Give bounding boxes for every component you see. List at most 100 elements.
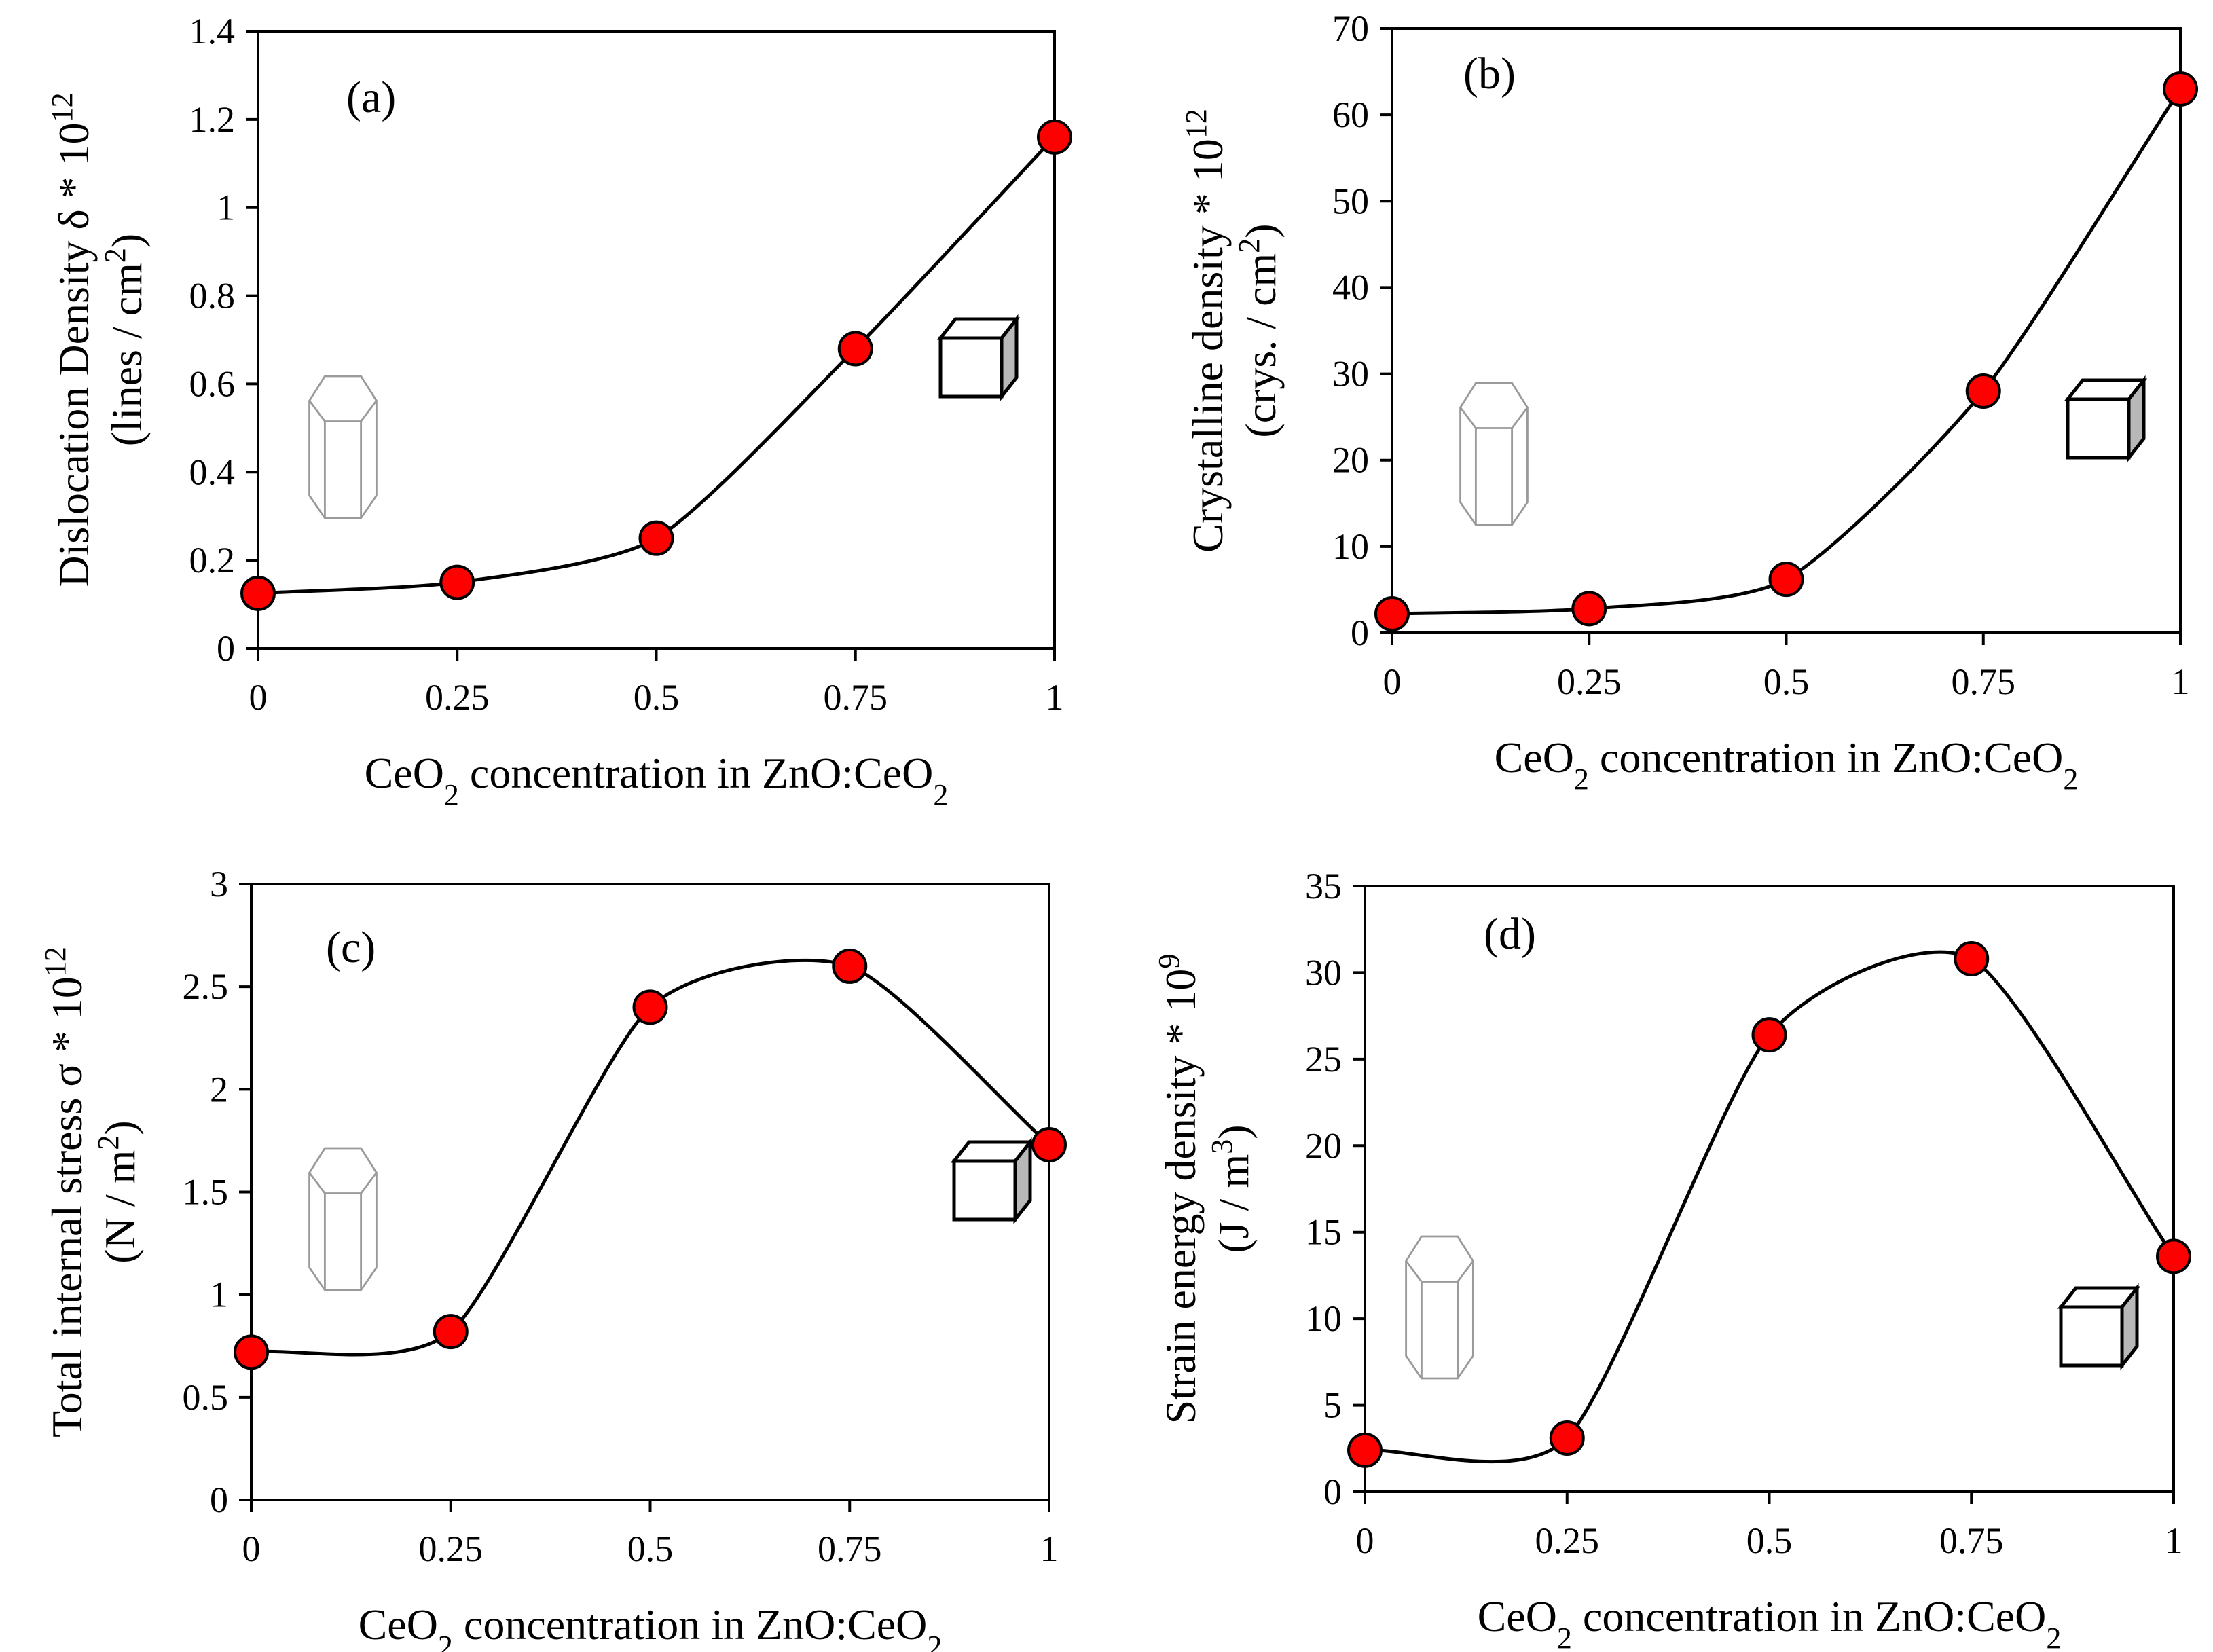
data-point-b-2 <box>1768 562 1804 598</box>
y-tick-label-a-6: 1.2 <box>189 99 236 140</box>
x-tick-label-b-1: 0.25 <box>1557 661 1622 702</box>
y-tick-label-d-1: 5 <box>1323 1385 1342 1426</box>
x-tick-label-b-2: 0.5 <box>1763 661 1810 702</box>
y-tick-label-b-2: 20 <box>1332 440 1369 481</box>
y-tick-label-a-2: 0.4 <box>189 452 236 492</box>
data-point-a-1 <box>439 564 475 600</box>
x-tick-label-d-2: 0.5 <box>1746 1520 1793 1561</box>
y-tick-label-d-2: 10 <box>1305 1298 1342 1339</box>
y-tick-label-d-0: 0 <box>1323 1471 1342 1512</box>
y-tick-label-d-6: 30 <box>1305 952 1342 993</box>
cube-icon-c <box>950 1137 1034 1225</box>
data-point-d-4 <box>2156 1238 2191 1274</box>
chart-svg-c: 0 0.5 1 1.5 2 2.5 3 0 0.25 0.5 0.75 1 CeO2 concentra… <box>39 864 1067 1652</box>
panel-label-c: (c) <box>326 923 376 972</box>
data-point-c-2 <box>632 989 668 1025</box>
data-point-b-1 <box>1571 591 1607 627</box>
hexagonal-prism-icon-b <box>1459 382 1529 526</box>
y-tick-label-d-5: 25 <box>1305 1039 1342 1080</box>
x-tick-label-a-1: 0.25 <box>425 677 490 718</box>
y-tick-label-c-4: 2 <box>210 1069 228 1109</box>
chart-panel-c: 0 0.5 1 1.5 2 2.5 3 0 0.25 0.5 0.75 1 CeO2 concentra… <box>0 826 1106 1652</box>
y-tick-label-b-0: 0 <box>1351 612 1369 653</box>
y-axis-unit-a: (lines / cm2) <box>98 234 151 446</box>
y-tick-label-a-5: 1 <box>217 187 235 228</box>
y-axis-title-a: Dislocation Density δ * 1012 <box>45 92 98 587</box>
y-tick-label-a-4: 0.8 <box>189 276 236 316</box>
y-tick-label-b-5: 50 <box>1332 181 1369 221</box>
y-tick-label-d-4: 20 <box>1305 1125 1342 1166</box>
data-point-d-1 <box>1549 1420 1585 1456</box>
x-tick-label-a-0: 0 <box>249 677 268 718</box>
data-point-b-0 <box>1374 596 1410 632</box>
x-tick-label-a-3: 0.75 <box>824 677 888 718</box>
y-tick-label-d-7: 35 <box>1305 866 1342 906</box>
y-tick-label-a-0: 0 <box>217 628 235 669</box>
data-point-b-4 <box>2163 71 2198 107</box>
cube-icon-a <box>936 314 1021 402</box>
hexagonal-prism-icon-a <box>308 375 378 519</box>
y-tick-label-b-3: 30 <box>1332 354 1369 394</box>
data-point-c-0 <box>234 1334 269 1370</box>
x-axis-title-d: CeO2 concentration in ZnO:CeO2 <box>1478 1592 2062 1652</box>
x-tick-label-d-3: 0.75 <box>1939 1520 2004 1561</box>
plot-frame-b <box>1391 27 2182 634</box>
hexagonal-prism-icon-c <box>308 1147 378 1291</box>
x-tick-label-a-2: 0.5 <box>634 677 680 718</box>
data-point-d-3 <box>1954 941 1990 977</box>
x-tick-label-d-1: 0.25 <box>1535 1520 1600 1561</box>
data-point-c-1 <box>433 1314 469 1350</box>
y-tick-label-b-4: 40 <box>1332 267 1369 308</box>
y-tick-label-b-6: 60 <box>1332 94 1369 135</box>
data-point-a-3 <box>837 331 873 367</box>
data-point-a-0 <box>240 575 276 611</box>
y-axis-title-b: Crystalline density * 1012 <box>1179 109 1232 553</box>
x-axis-title-c: CeO2 concentration in ZnO:CeO2 <box>359 1600 943 1652</box>
panel-label-a: (a) <box>346 73 396 122</box>
y-tick-label-c-3: 1.5 <box>183 1172 229 1213</box>
series-line-b <box>1391 88 2182 616</box>
x-axis-title-a: CeO2 concentration in ZnO:CeO2 <box>365 749 949 811</box>
chart-svg-d: 0 5 10 15 20 25 30 35 0 0.25 0.5 0.75 1 CeO2 concentr… <box>1152 866 2191 1652</box>
y-axis-title-d: Strain energy density * 109 <box>1152 954 1205 1425</box>
y-axis-unit-b: (crys. / cm2) <box>1232 223 1285 437</box>
data-point-c-4 <box>1031 1126 1067 1162</box>
data-point-d-2 <box>1751 1017 1787 1053</box>
x-axis-title-b: CeO2 concentration in ZnO:CeO2 <box>1495 733 2079 796</box>
y-tick-label-c-2: 1 <box>210 1274 228 1315</box>
y-axis-unit-d: (J / m3) <box>1205 1124 1258 1253</box>
x-tick-label-d-4: 1 <box>2165 1520 2183 1561</box>
hexagonal-prism-icon-d <box>1404 1235 1475 1380</box>
x-tick-label-c-0: 0 <box>242 1528 261 1569</box>
y-axis-unit-c: (N / m2) <box>92 1120 145 1263</box>
chart-panel-b: 0 10 20 30 40 50 60 70 0 0.25 0.5 0.75 1 CeO2 concent… <box>1107 0 2213 826</box>
cube-icon-b <box>2064 375 2148 463</box>
chart-svg-b: 0 10 20 30 40 50 60 70 0 0.25 0.5 0.75 1 CeO2 concent… <box>1179 8 2198 796</box>
x-tick-label-b-0: 0 <box>1383 661 1402 702</box>
y-tick-label-c-6: 3 <box>210 864 228 904</box>
y-tick-label-a-3: 0.6 <box>189 363 236 404</box>
chart-panel-d: 0 5 10 15 20 25 30 35 0 0.25 0.5 0.75 1 CeO2 concentr… <box>1107 826 2213 1652</box>
panel-label-b: (b) <box>1463 49 1516 98</box>
chart-svg-a: 0 0.2 0.4 0.6 0.8 1 1.2 1.4 0 0.25 0.5 0.75 1 CeO2 co… <box>45 11 1072 811</box>
x-tick-label-d-0: 0 <box>1356 1520 1374 1561</box>
data-point-d-0 <box>1347 1432 1383 1468</box>
x-tick-label-c-2: 0.5 <box>627 1528 674 1569</box>
x-tick-label-b-3: 0.75 <box>1952 661 2016 702</box>
y-tick-label-b-1: 10 <box>1332 526 1369 567</box>
data-point-a-2 <box>638 520 674 556</box>
x-tick-label-b-4: 1 <box>2172 661 2190 702</box>
plot-frame-c <box>250 883 1050 1501</box>
x-tick-label-c-1: 0.25 <box>419 1528 483 1569</box>
y-tick-label-a-1: 0.2 <box>189 540 236 581</box>
chart-panel-a: 0 0.2 0.4 0.6 0.8 1 1.2 1.4 0 0.25 0.5 0.75 1 CeO2 co… <box>0 0 1106 826</box>
x-tick-label-a-4: 1 <box>1046 677 1064 718</box>
y-tick-label-c-5: 2.5 <box>183 966 229 1007</box>
y-tick-label-b-7: 70 <box>1332 8 1369 49</box>
panel-label-d: (d) <box>1484 909 1536 959</box>
x-tick-label-c-3: 0.75 <box>818 1528 882 1569</box>
y-tick-label-c-1: 0.5 <box>183 1377 229 1418</box>
x-tick-label-c-4: 1 <box>1040 1528 1059 1569</box>
y-tick-label-c-0: 0 <box>210 1480 228 1520</box>
cube-icon-d <box>2057 1283 2141 1371</box>
